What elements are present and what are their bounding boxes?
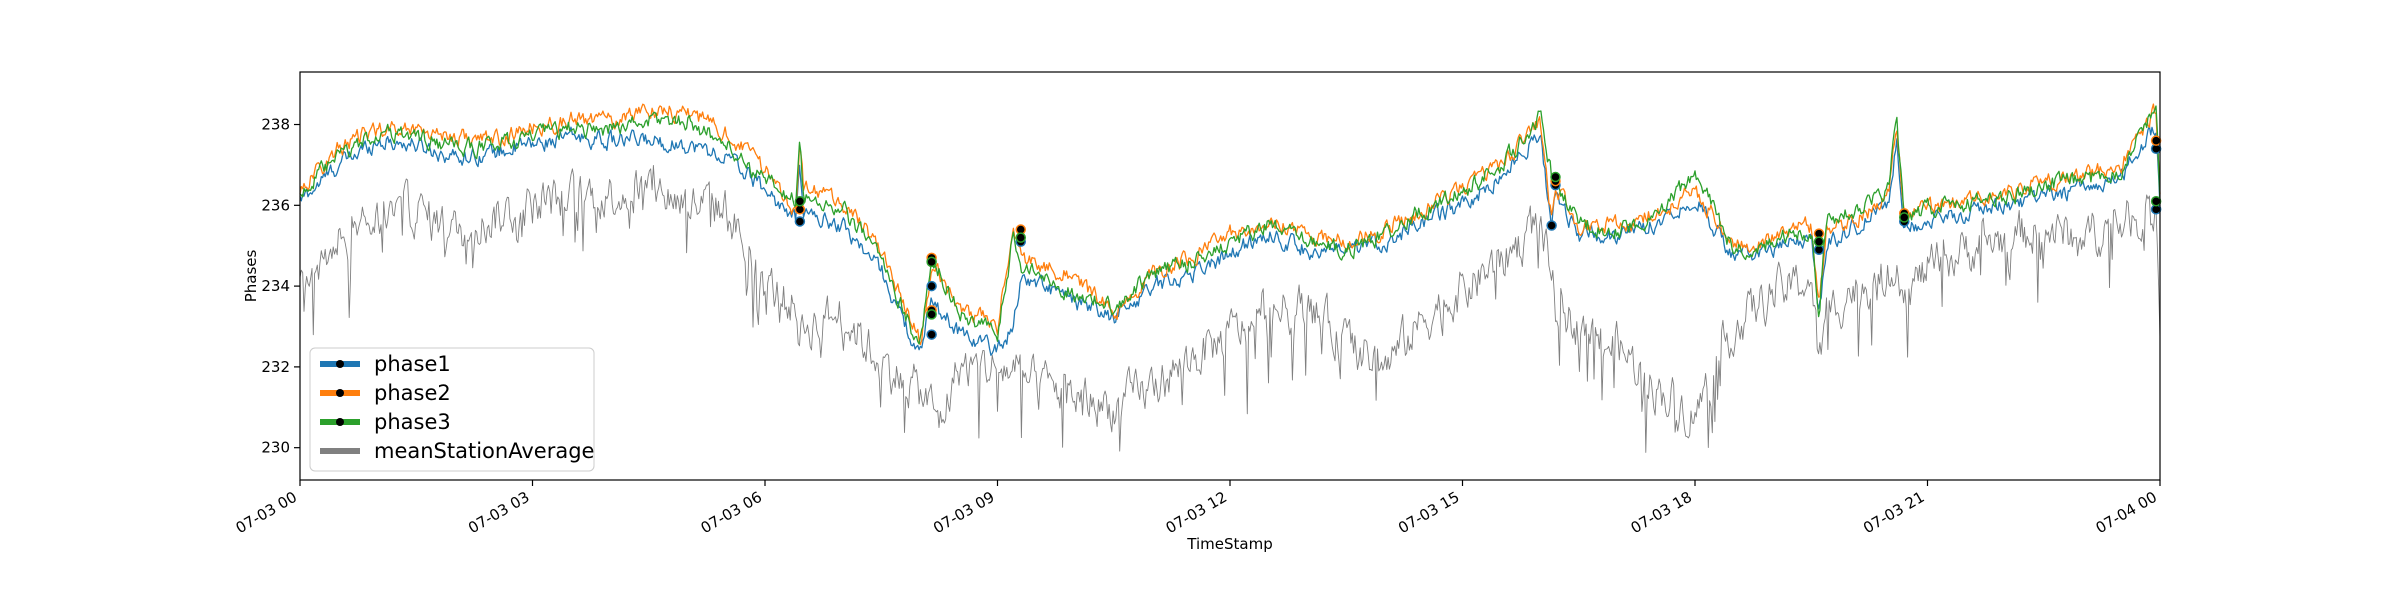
series-line-meanStationAverage: [299, 164, 2161, 453]
x-tick-label: 07-03 12: [1163, 488, 1230, 537]
legend-label-phase2: phase2: [374, 381, 451, 405]
legend-entry-phase2: phase2: [320, 381, 451, 405]
x-tick-label: 07-03 00: [233, 488, 300, 537]
plot-markers: [794, 135, 2162, 340]
data-point-phase3: [926, 309, 937, 320]
legend-marker-phase2: [336, 389, 344, 397]
legend-label-phase1: phase1: [374, 352, 451, 376]
data-point-phase3: [1015, 232, 1026, 243]
y-tick-label: 238: [261, 116, 290, 134]
y-tick-label: 232: [261, 358, 290, 376]
y-tick-label: 234: [261, 277, 290, 295]
data-point-phase3: [2150, 196, 2162, 207]
x-tick-label: 07-03 03: [465, 488, 532, 537]
y-tick-label: 230: [261, 439, 290, 457]
data-point-phase3: [926, 256, 937, 268]
legend-label-meanStationAverage: meanStationAverage: [374, 439, 594, 463]
plot-lines: [299, 103, 2161, 453]
data-point-phase2: [2150, 135, 2162, 146]
data-point-phase3: [1899, 212, 1910, 223]
series-line-phase3: [299, 105, 2161, 345]
series-line-phase2: [299, 103, 2161, 346]
x-tick-label: 07-03 18: [1628, 488, 1695, 537]
x-tick-label: 07-03 15: [1395, 488, 1462, 537]
y-tick-label: 236: [261, 196, 290, 214]
data-point-phase3: [1813, 236, 1825, 247]
y-axis: 230 232 234 236 238: [261, 116, 300, 457]
data-point-phase3: [794, 196, 806, 207]
x-tick-label: 07-03 06: [698, 488, 765, 537]
legend-label-phase3: phase3: [374, 410, 451, 434]
x-axis: 07-03 00 07-03 03 07-03 06 07-03 09 07-03 12…: [233, 480, 2161, 537]
x-axis-label: TimeStamp: [1186, 535, 1272, 553]
data-point-phase1: [1546, 220, 1557, 231]
y-axis-label: Phases: [242, 250, 260, 303]
data-point-phase1: [794, 216, 806, 227]
legend: phase1 phase2 phase3 meanStationAverage: [309, 347, 595, 472]
legend-marker-phase3: [336, 418, 344, 426]
data-point-phase3: [1550, 171, 1561, 183]
series-line-phase1: [299, 125, 2161, 356]
x-tick-label: 07-04 00: [2093, 488, 2160, 537]
legend-box: [309, 347, 595, 472]
legend-marker-phase1: [336, 360, 344, 368]
data-point-phase1: [926, 329, 937, 340]
data-point-phase1: [926, 280, 937, 292]
legend-entry-phase1: phase1: [320, 352, 451, 376]
legend-entry-phase3: phase3: [320, 410, 451, 434]
x-tick-label: 07-03 21: [1860, 488, 1927, 537]
legend-entry-meanStationAverage: meanStationAverage: [320, 439, 594, 463]
x-tick-label: 07-03 09: [930, 488, 997, 537]
